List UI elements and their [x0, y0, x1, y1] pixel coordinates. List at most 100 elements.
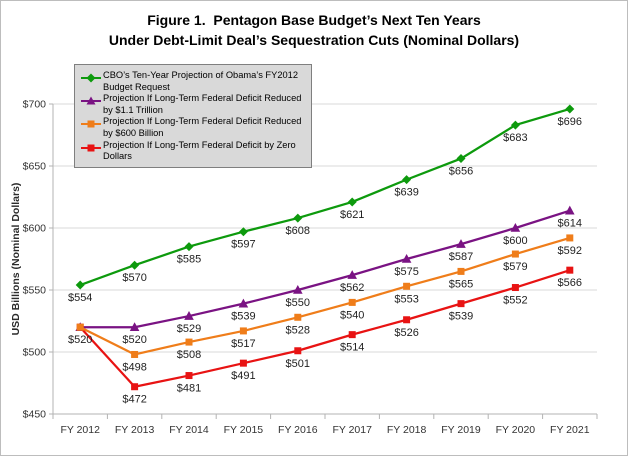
legend-marker-diamond-icon — [81, 70, 103, 88]
data-point-marker — [185, 372, 193, 380]
data-label: $621 — [340, 209, 364, 221]
data-label: $562 — [340, 282, 364, 294]
data-point-marker — [238, 227, 248, 237]
data-point-marker — [403, 316, 411, 324]
data-point-marker — [402, 175, 412, 185]
data-point-marker — [76, 323, 84, 331]
chart-title-line2: Under Debt-Limit Deal’s Sequestration Cu… — [108, 32, 520, 48]
chart-title: Figure 1. Pentagon Base Budget’s Next Te… — [1, 10, 627, 50]
data-point-marker — [565, 104, 575, 114]
data-point-marker — [457, 300, 465, 308]
data-label: $540 — [340, 309, 364, 321]
data-point-marker — [184, 242, 194, 252]
data-point-marker — [293, 213, 303, 223]
legend-item: Projection If Long-Term Federal Deficit … — [81, 140, 305, 163]
data-point-marker — [566, 234, 574, 242]
data-label: $639 — [394, 187, 418, 199]
data-label: $514 — [340, 342, 364, 354]
data-point-marker — [565, 205, 575, 215]
y-tick-label: $450 — [23, 409, 47, 421]
x-tick-label: FY 2020 — [496, 424, 536, 436]
data-point-marker — [456, 154, 466, 164]
data-point-marker — [294, 313, 302, 321]
y-tick-label: $500 — [23, 347, 47, 359]
data-label: $472 — [122, 394, 146, 406]
data-point-marker — [131, 383, 139, 391]
data-label: $481 — [177, 383, 201, 395]
data-label: $585 — [177, 254, 201, 266]
data-label: $526 — [394, 327, 418, 339]
data-label: $517 — [231, 338, 255, 350]
data-label: $539 — [449, 311, 473, 323]
data-label: $579 — [503, 261, 527, 273]
data-label: $608 — [286, 225, 310, 237]
data-point-marker — [129, 322, 140, 331]
data-label: $520 — [122, 334, 146, 346]
x-tick-label: FY 2014 — [169, 424, 209, 436]
data-label: $587 — [449, 251, 473, 263]
series-line-3 — [79, 269, 571, 388]
y-tick-label: $550 — [23, 285, 47, 297]
data-label: $570 — [122, 272, 146, 284]
data-label: $491 — [231, 370, 255, 382]
data-point-marker — [348, 298, 356, 306]
data-point-marker — [293, 285, 303, 294]
data-point-marker — [457, 267, 465, 275]
data-point-marker — [347, 270, 357, 279]
chart-title-line1: Figure 1. Pentagon Base Budget’s Next Te… — [147, 12, 481, 28]
data-label: $508 — [177, 349, 201, 361]
series-line-1 — [80, 209, 571, 329]
legend: CBO’s Ten-Year Projection of Obama’s FY2… — [74, 64, 312, 168]
data-point-marker — [130, 260, 140, 270]
data-point-marker — [510, 120, 520, 130]
data-point-marker — [510, 223, 521, 232]
x-tick-label: FY 2012 — [60, 424, 100, 436]
legend-item-label: Projection If Long-Term Federal Deficit … — [103, 116, 302, 138]
data-label: $592 — [558, 245, 582, 257]
data-point-marker — [401, 254, 412, 263]
data-point-marker — [456, 239, 466, 248]
data-point-marker — [184, 311, 194, 320]
data-label: $550 — [286, 297, 310, 309]
x-tick-label: FY 2016 — [278, 424, 318, 436]
data-label: $696 — [558, 116, 582, 128]
x-tick-label: FY 2017 — [332, 424, 372, 436]
data-label: $553 — [394, 293, 418, 305]
data-label: $566 — [558, 277, 582, 289]
x-tick-label: FY 2015 — [224, 424, 264, 436]
legend-item: Projection If Long-Term Federal Deficit … — [81, 116, 305, 139]
data-label: $600 — [503, 235, 527, 247]
y-tick-label: $700 — [23, 99, 47, 111]
data-label: $552 — [503, 295, 527, 307]
legend-item-label: Projection If Long-Term Federal Deficit … — [103, 93, 302, 115]
data-label: $575 — [394, 266, 418, 278]
data-label: $683 — [503, 132, 527, 144]
data-point-marker — [403, 282, 411, 290]
data-label: $539 — [231, 311, 255, 323]
legend-item: Projection If Long-Term Federal Deficit … — [81, 93, 305, 116]
data-point-marker — [238, 298, 249, 308]
data-point-marker — [347, 197, 357, 207]
y-tick-label: $600 — [23, 223, 47, 235]
data-point-marker — [511, 250, 519, 258]
x-tick-label: FY 2021 — [550, 424, 590, 436]
series-line-0 — [79, 107, 571, 287]
data-point-marker — [511, 284, 519, 292]
data-label: $554 — [68, 292, 92, 304]
data-label: $501 — [286, 358, 310, 370]
x-tick-label: FY 2018 — [387, 424, 427, 436]
data-point-marker — [348, 331, 356, 339]
data-label: $597 — [231, 239, 255, 251]
data-label: $565 — [449, 278, 473, 290]
x-tick-label: FY 2013 — [115, 424, 155, 436]
data-point-marker — [239, 359, 247, 367]
data-point-marker — [185, 338, 193, 346]
data-label: $528 — [286, 324, 310, 336]
legend-marker-triangle-icon — [81, 93, 103, 111]
data-label: $529 — [177, 323, 201, 335]
data-point-marker — [239, 327, 247, 335]
data-point-marker — [75, 280, 85, 290]
legend-item: CBO’s Ten-Year Projection of Obama’s FY2… — [81, 70, 305, 93]
